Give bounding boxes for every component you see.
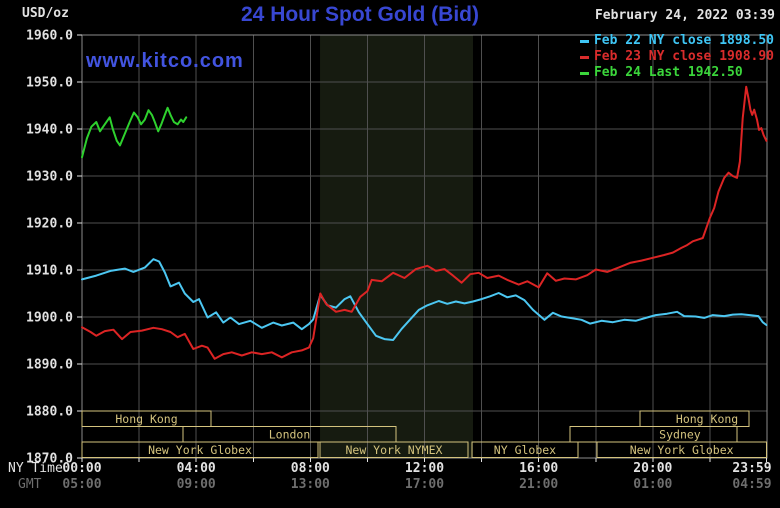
x-axis-ny-label: 23:59 bbox=[732, 461, 771, 476]
y-axis-label: 1930.0 bbox=[26, 170, 73, 185]
session-box bbox=[569, 426, 738, 443]
session-label: New York Globex bbox=[148, 443, 252, 457]
session-label: Hong Kong bbox=[115, 412, 177, 426]
x-axis-gmt-label: 13:00 bbox=[291, 477, 330, 492]
y-axis-label: 1950.0 bbox=[26, 76, 73, 91]
x-axis-gmt-label: 04:59 bbox=[732, 477, 771, 492]
y-axis-label: 1910.0 bbox=[26, 264, 73, 279]
y-axis-label: 1960.0 bbox=[26, 29, 73, 44]
y-axis-label: 1940.0 bbox=[26, 123, 73, 138]
legend-entry-label: Feb 23 NY close 1908.90 bbox=[593, 49, 774, 64]
session-box bbox=[81, 441, 319, 458]
y-axis-label: 1870.0 bbox=[26, 452, 73, 467]
legend-dash-icon bbox=[579, 71, 589, 75]
legend: Feb 22 NY close 1898.50 Feb 23 NY close 1… bbox=[579, 33, 774, 81]
session-label: New York NYMEX bbox=[345, 443, 442, 457]
legend-entry-label: Feb 22 NY close 1898.50 bbox=[593, 33, 774, 48]
x-axis-gmt-label: 05:00 bbox=[62, 477, 101, 492]
session-label: NY Globex bbox=[494, 443, 556, 457]
session-label: Sydney bbox=[659, 428, 701, 442]
legend-dash-icon bbox=[579, 39, 589, 43]
y-axis-label: 1880.0 bbox=[26, 405, 73, 420]
price-line-feb-23-ny-close bbox=[81, 85, 768, 360]
session-label: New York Globex bbox=[630, 443, 734, 457]
x-axis-ny-label: 20:00 bbox=[633, 461, 672, 476]
session-box bbox=[81, 410, 212, 427]
gmt-axis-caption: GMT bbox=[18, 477, 42, 492]
legend-dash-icon bbox=[579, 55, 589, 59]
x-axis-ny-label: 16:00 bbox=[519, 461, 558, 476]
session-box bbox=[596, 441, 767, 458]
y-axis-label: 1890.0 bbox=[26, 358, 73, 373]
legend-entry-label: Feb 24 Last 1942.50 bbox=[593, 65, 743, 80]
x-axis-gmt-label: 17:00 bbox=[405, 477, 444, 492]
x-axis-gmt-label: 21:00 bbox=[519, 477, 558, 492]
session-box bbox=[471, 441, 579, 458]
session-label: London bbox=[269, 428, 311, 442]
x-axis-ny-label: 00:00 bbox=[62, 461, 101, 476]
legend-entry: Feb 24 Last 1942.50 bbox=[579, 65, 774, 81]
session-box bbox=[319, 441, 469, 458]
x-axis-ny-label: 08:00 bbox=[291, 461, 330, 476]
chart-title: 24 Hour Spot Gold (Bid) bbox=[241, 3, 479, 26]
kitco-watermark: www.kitco.com bbox=[86, 50, 244, 72]
y-axis-units-label: USD/oz bbox=[22, 6, 69, 21]
chart-datetime: February 24, 2022 03:39 bbox=[594, 8, 775, 23]
x-axis-ny-label: 12:00 bbox=[405, 461, 444, 476]
price-line-feb-24-last bbox=[81, 106, 188, 159]
x-axis-gmt-label: 01:00 bbox=[633, 477, 672, 492]
price-line-feb-22-ny-close bbox=[81, 258, 768, 341]
nymex-session-band bbox=[320, 35, 474, 458]
y-axis-label: 1920.0 bbox=[26, 217, 73, 232]
session-label: Hong Kong bbox=[676, 412, 738, 426]
legend-entry: Feb 23 NY close 1908.90 bbox=[579, 49, 774, 65]
x-axis-ny-label: 04:00 bbox=[177, 461, 216, 476]
y-axis-label: 1900.0 bbox=[26, 311, 73, 326]
x-axis-gmt-label: 09:00 bbox=[177, 477, 216, 492]
ny-time-axis-caption: NY Time bbox=[8, 461, 63, 476]
legend-entry: Feb 22 NY close 1898.50 bbox=[579, 33, 774, 49]
